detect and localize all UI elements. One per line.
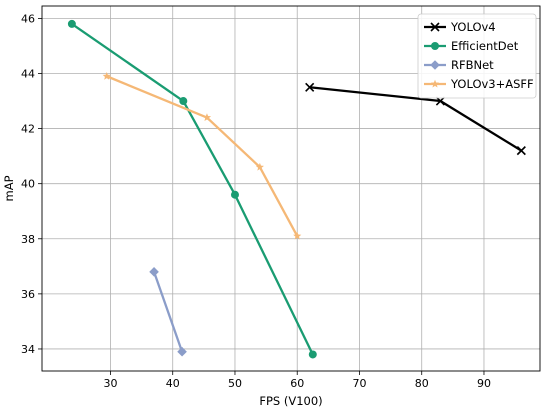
series-efficientdet	[67, 19, 317, 359]
plot-frame	[41, 5, 541, 372]
y-axis-label: mAP	[2, 175, 16, 201]
y-tick-label: 40	[21, 178, 35, 191]
x-tick-label: 80	[415, 377, 429, 390]
axis-ticks: 30 40 50 60 70 80 90 34 36 38 40 42 44 46	[21, 12, 491, 390]
y-tick-label: 34	[21, 343, 35, 356]
series-line-rfbnet	[152, 271, 184, 353]
data-point-efficientdet	[179, 97, 188, 106]
legend-marker	[430, 79, 440, 88]
y-tick-label: 36	[21, 288, 35, 301]
data-point-efficientdet	[308, 350, 317, 359]
x-tick-label: 30	[103, 377, 117, 390]
data-point-rfbnet	[177, 346, 187, 357]
y-tick-label: 46	[21, 12, 35, 25]
legend-marker	[430, 22, 440, 32]
x-tick-label: 70	[352, 377, 366, 390]
x-tick-label: 50	[228, 377, 242, 390]
data-point-yolov3-asff	[202, 113, 212, 122]
legend-marker	[430, 60, 440, 70]
series-layer	[67, 19, 526, 359]
legend-label: RFBNet	[451, 58, 494, 72]
legend-marker	[431, 42, 439, 50]
data-point-efficientdet	[67, 19, 76, 28]
series-line-yolov3-asff	[106, 75, 299, 237]
legend-label: EfficientDet	[451, 39, 519, 53]
y-tick-label: 38	[21, 233, 35, 246]
legend-item-yolov3-asff: YOLOv3+ASFF	[424, 77, 534, 91]
x-axis-label: FPS (V100)	[259, 394, 322, 408]
data-point-yolov3-asff	[102, 71, 111, 80]
y-tick-label: 44	[21, 67, 35, 80]
legend-item-efficientdet: EfficientDet	[424, 39, 519, 53]
series-yolov3-asff	[102, 71, 302, 240]
x-tick-label: 90	[477, 377, 491, 390]
legend-item-yolov4: YOLOv4	[424, 20, 496, 34]
x-tick-label: 40	[166, 377, 180, 390]
x-tick-label: 60	[290, 377, 304, 390]
data-point-yolov3-asff	[293, 231, 302, 240]
legend: YOLOv4 EfficientDet RFBNet YOLOv3+ASFF	[417, 13, 537, 99]
data-point-yolov3-asff	[255, 162, 264, 171]
legend-label: YOLOv3+ASFF	[450, 77, 534, 91]
legend-box	[417, 13, 537, 99]
data-point-yolov4	[516, 146, 526, 156]
grid-lines	[42, 6, 540, 371]
data-point-yolov4	[305, 82, 315, 92]
legend-label: YOLOv4	[450, 20, 496, 34]
legend-item-rfbnet: RFBNet	[424, 58, 494, 72]
data-point-rfbnet	[149, 267, 159, 277]
series-line-efficientdet	[71, 22, 314, 355]
series-rfbnet	[149, 267, 187, 357]
data-point-efficientdet	[230, 190, 239, 199]
y-tick-label: 42	[21, 123, 35, 136]
